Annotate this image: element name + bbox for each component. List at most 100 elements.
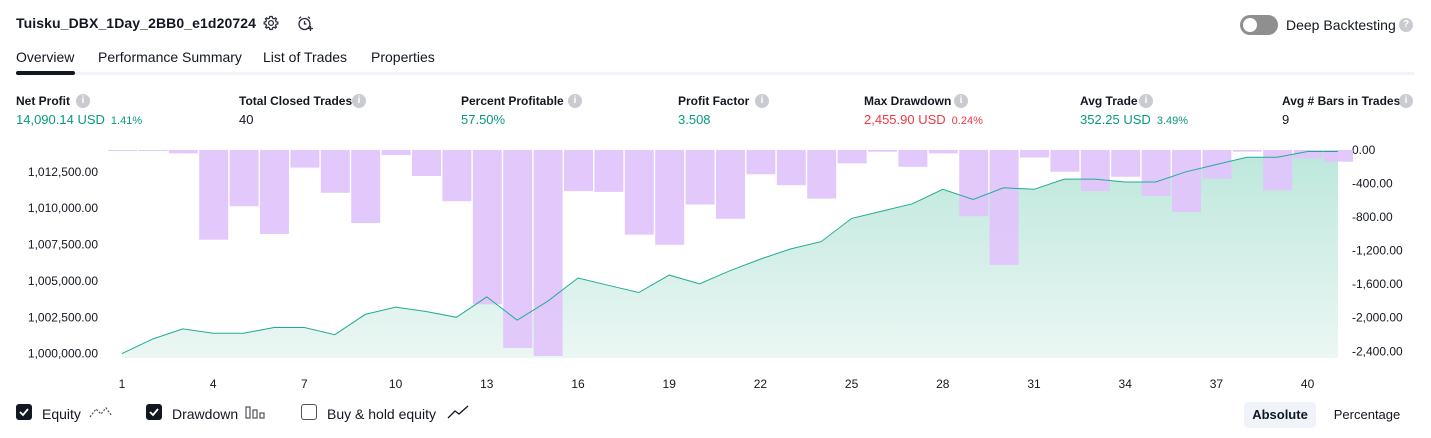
drawdown-bar	[746, 150, 776, 175]
deep-backtesting-label: Deep Backtesting	[1286, 17, 1396, 33]
info-icon[interactable]: i	[755, 94, 769, 108]
drawdown-bar	[442, 150, 472, 202]
stat-max-drawdown-value: 2,455.90 USD 0.24%	[864, 112, 983, 127]
y-left-tick-label: 1,010,000.00	[28, 201, 98, 215]
stat-net-profit-label: Net Profit	[16, 94, 70, 108]
drawdown-bar	[260, 150, 289, 234]
drawdown-bar	[533, 150, 563, 356]
info-icon[interactable]: i	[76, 94, 90, 108]
stat-avg-bars-label: Avg # Bars in Trades	[1282, 94, 1401, 108]
equity-legend-label: Equity	[42, 406, 81, 422]
y-right-tick-label: 0.00	[1352, 143, 1376, 157]
tab-properties[interactable]: Properties	[371, 49, 435, 65]
x-tick-label: 22	[754, 377, 768, 391]
drawdown-bar	[138, 150, 168, 151]
x-tick-label: 1	[119, 377, 126, 391]
buy-hold-legend-label: Buy & hold equity	[327, 406, 436, 422]
drawdown-legend-label: Drawdown	[172, 406, 239, 422]
drawdown-bar	[412, 150, 441, 176]
equity-line-icon	[89, 404, 113, 425]
drawdown-bar	[594, 150, 624, 192]
drawdown-bar	[807, 150, 837, 199]
y-axis-right: 0.00 -400.00 -800.00 -1,200.00 -1,600.00 -2,0…	[1352, 143, 1403, 358]
buy-hold-checkbox[interactable]	[301, 404, 317, 420]
info-icon[interactable]: i	[1139, 94, 1153, 108]
drawdown-bar	[199, 150, 229, 240]
drawdown-checkbox[interactable]	[146, 404, 162, 420]
drawdown-bar	[837, 150, 867, 164]
drawdown-bar	[1080, 150, 1110, 192]
stat-avg-trade-label: Avg Trade	[1080, 94, 1138, 108]
drawdown-bar	[108, 150, 137, 151]
toggle-knob	[1243, 18, 1257, 32]
x-tick-label: 40	[1301, 377, 1315, 391]
info-icon[interactable]: i	[352, 94, 366, 108]
drawdown-bar	[351, 150, 381, 223]
drawdown-bar	[1324, 150, 1353, 162]
y-left-tick-label: 1,005,000.00	[28, 274, 98, 288]
percentage-button[interactable]: Percentage	[1333, 407, 1401, 422]
drawdown-bar	[716, 150, 745, 219]
x-tick-label: 7	[301, 377, 308, 391]
drawdown-bar	[381, 150, 411, 155]
drawdown-bar	[290, 150, 320, 168]
drawdown-bar	[1020, 150, 1049, 158]
x-tick-label: 19	[663, 377, 677, 391]
stat-percent-profitable-value: 57.50%	[461, 112, 506, 127]
x-tick-label: 16	[571, 377, 585, 391]
equity-checkbox[interactable]	[16, 404, 32, 420]
y-right-tick-label: -800.00	[1352, 210, 1393, 224]
x-tick-label: 37	[1210, 377, 1224, 391]
equity-drawdown-chart[interactable]: 1,012,500.00 1,010,000.00 1,007,500.00 1,00…	[0, 140, 1431, 396]
absolute-button[interactable]: Absolute	[1244, 402, 1316, 428]
y-right-tick-label: -2,400.00	[1352, 344, 1403, 358]
drawdown-bar	[928, 150, 958, 154]
drawdown-bar	[1172, 150, 1201, 213]
x-axis: 1 4 7 10 13 16 19 22 25 28 31 34 37 40	[119, 377, 1315, 391]
drawdown-bar	[1050, 150, 1080, 172]
info-icon[interactable]: i	[1399, 94, 1413, 108]
drawdown-bar	[776, 150, 806, 186]
stat-percent-profitable-label: Percent Profitable	[461, 94, 564, 108]
tab-list-of-trades[interactable]: List of Trades	[263, 49, 348, 65]
question-icon[interactable]: ?	[1399, 18, 1413, 32]
info-icon[interactable]: i	[568, 94, 582, 108]
y-left-tick-label: 1,007,500.00	[28, 238, 98, 252]
drawdown-bar	[959, 150, 989, 217]
drawdown-bar	[685, 150, 715, 205]
y-left-tick-label: 1,012,500.00	[28, 165, 98, 179]
y-right-tick-label: -1,200.00	[1352, 244, 1403, 258]
x-tick-label: 34	[1119, 377, 1133, 391]
trend-line-icon	[447, 404, 469, 425]
stat-net-profit-value: 14,090.14 USD 1.41%	[16, 112, 143, 127]
stat-avg-trade-value: 352.25 USD 3.49%	[1080, 112, 1189, 127]
stat-profit-factor-label: Profit Factor	[678, 94, 750, 108]
drawdown-bar	[320, 150, 350, 193]
x-tick-label: 4	[210, 377, 217, 391]
tabs-divider	[16, 72, 1414, 75]
y-right-tick-label: -400.00	[1352, 177, 1393, 191]
y-axis-left: 1,012,500.00 1,010,000.00 1,007,500.00 1,00…	[28, 165, 98, 361]
drawdown-bar	[1293, 150, 1323, 159]
drawdown-bar	[472, 150, 502, 305]
tab-performance-summary[interactable]: Performance Summary	[98, 49, 242, 65]
alarm-clock-plus-icon[interactable]	[296, 14, 314, 32]
tab-overview[interactable]: Overview	[16, 49, 75, 65]
x-tick-label: 10	[389, 377, 403, 391]
drawdown-bar	[564, 150, 593, 192]
gear-icon[interactable]	[262, 14, 280, 32]
stat-total-closed-trades-label: Total Closed Trades	[239, 94, 353, 108]
x-tick-label: 25	[845, 377, 859, 391]
stat-max-drawdown-label: Max Drawdown	[864, 94, 952, 108]
info-icon[interactable]: i	[954, 94, 968, 108]
stat-avg-bars-value: 9	[1282, 112, 1290, 127]
drawdown-bar	[229, 150, 259, 207]
y-right-tick-label: -1,600.00	[1352, 277, 1403, 291]
y-left-tick-label: 1,002,500.00	[28, 310, 98, 324]
drawdown-bar	[1141, 150, 1171, 197]
drawdown-bar	[168, 150, 198, 154]
deep-backtesting-toggle[interactable]	[1240, 15, 1278, 35]
equity-area	[122, 151, 1338, 358]
y-left-tick-label: 1,000,000.00	[28, 347, 98, 361]
stat-total-closed-trades-value: 40	[239, 112, 254, 127]
